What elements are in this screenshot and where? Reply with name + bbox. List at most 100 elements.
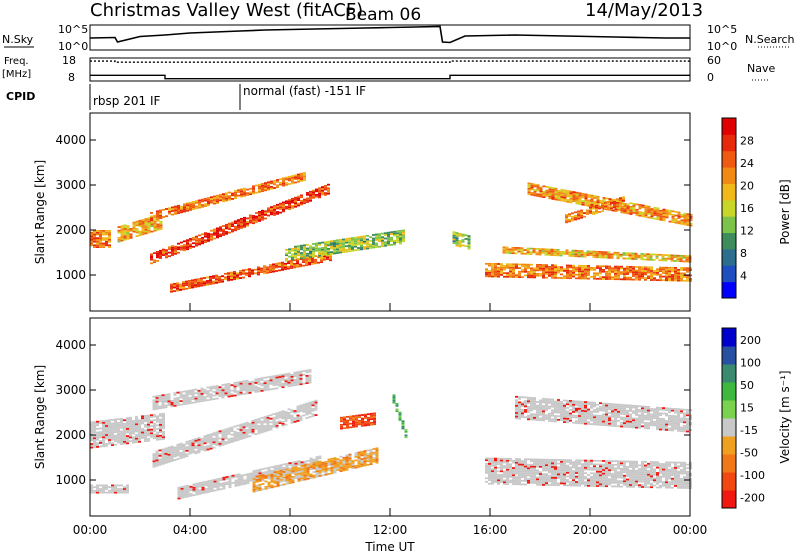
power-cell — [324, 243, 327, 245]
velocity-cell — [182, 449, 186, 451]
power-cell — [596, 265, 599, 268]
velocity-cell — [155, 406, 159, 408]
velocity-cell — [129, 433, 132, 435]
power-cell — [497, 270, 500, 273]
power-cell — [221, 278, 224, 281]
velocity-cell — [261, 468, 265, 470]
velocity-cell — [222, 476, 226, 479]
power-cell — [324, 252, 327, 254]
velocity-cell — [284, 413, 288, 415]
velocity-cell — [212, 439, 216, 442]
power-cell — [686, 279, 689, 282]
power-cell — [584, 202, 588, 205]
power-cell — [150, 230, 154, 233]
velocity-cell — [227, 390, 231, 392]
velocity-cell — [375, 461, 379, 464]
velocity-cell — [194, 445, 198, 447]
power-cell — [306, 201, 309, 203]
velocity-cell — [227, 393, 231, 396]
velocity-cell — [521, 483, 524, 486]
velocity-cell — [275, 421, 279, 424]
velocity-cell — [90, 491, 93, 494]
power-cell — [348, 239, 351, 242]
power-cell — [614, 210, 618, 212]
velocity-cell — [491, 459, 494, 462]
velocity-cell — [497, 461, 500, 464]
velocity-cell — [632, 475, 635, 477]
velocity-cell — [357, 458, 361, 461]
velocity-cell — [644, 461, 647, 463]
velocity-cell — [93, 426, 96, 429]
velocity-cell — [290, 377, 294, 380]
power-cell — [90, 233, 93, 236]
power-cell — [147, 226, 151, 228]
velocity-cell — [144, 418, 147, 421]
velocity-cell — [587, 465, 590, 467]
power-cell — [294, 196, 297, 199]
velocity-cell — [257, 425, 261, 427]
power-cell — [192, 202, 195, 205]
velocity-cell — [102, 421, 105, 424]
velocity-cell — [207, 487, 211, 490]
velocity-cell — [269, 425, 273, 427]
power-cell — [200, 284, 203, 287]
power-cell — [452, 236, 456, 239]
velocity-cell — [506, 468, 509, 471]
velocity-cell — [291, 479, 295, 482]
power-cell — [402, 238, 405, 241]
power-cell — [559, 252, 563, 255]
power-cell — [219, 233, 222, 236]
power-cell — [635, 266, 638, 268]
velocity-cell — [647, 466, 650, 469]
velocity-feature-5 — [252, 447, 379, 493]
velocity-cell — [551, 460, 554, 463]
velocity-cell — [635, 464, 638, 467]
power-cell — [626, 210, 630, 213]
velocity-cell — [575, 466, 578, 469]
power-cell — [538, 253, 542, 256]
power-cbar-swatch — [722, 265, 736, 283]
velocity-cell — [173, 455, 177, 458]
velocity-cell — [176, 397, 180, 399]
power-cell — [656, 218, 660, 221]
power-cell — [620, 271, 623, 273]
power-cell — [248, 270, 251, 272]
power-cell — [656, 279, 659, 281]
power-cell — [300, 174, 303, 177]
velocity-cell — [224, 392, 228, 395]
power-cell — [329, 257, 332, 260]
power-cell — [216, 236, 219, 239]
velocity-cell — [311, 409, 315, 412]
velocity-cell — [285, 479, 289, 482]
velocity-cell — [491, 473, 494, 476]
power-cell — [276, 207, 279, 210]
power-cell — [677, 268, 680, 271]
velocity-cell — [156, 417, 159, 419]
power-cell — [587, 277, 590, 280]
velocity-cell — [230, 437, 234, 440]
power-cell — [635, 273, 638, 276]
velocity-cell — [269, 414, 273, 416]
velocity-cell — [623, 476, 626, 479]
power-cell — [595, 254, 599, 257]
velocity-cell — [542, 462, 545, 465]
velocity-cell — [192, 488, 196, 491]
velocity-cell — [209, 396, 213, 399]
power-cell — [281, 265, 284, 268]
power-cell — [517, 247, 521, 249]
power-cell — [643, 258, 647, 261]
velocity-cell — [285, 473, 289, 476]
velocity-cell — [282, 480, 286, 482]
power-cell — [153, 229, 157, 232]
velocity-cell — [105, 432, 108, 435]
velocity-cell — [299, 376, 303, 378]
power-cell — [237, 226, 240, 229]
power-cell — [668, 274, 671, 276]
power-cell — [279, 208, 282, 210]
velocity-cell — [533, 474, 536, 477]
power-cell — [587, 268, 590, 271]
velocity-cell — [536, 482, 539, 484]
velocity-cell — [245, 432, 249, 435]
velocity-cell — [210, 488, 214, 491]
power-cell — [578, 197, 582, 200]
